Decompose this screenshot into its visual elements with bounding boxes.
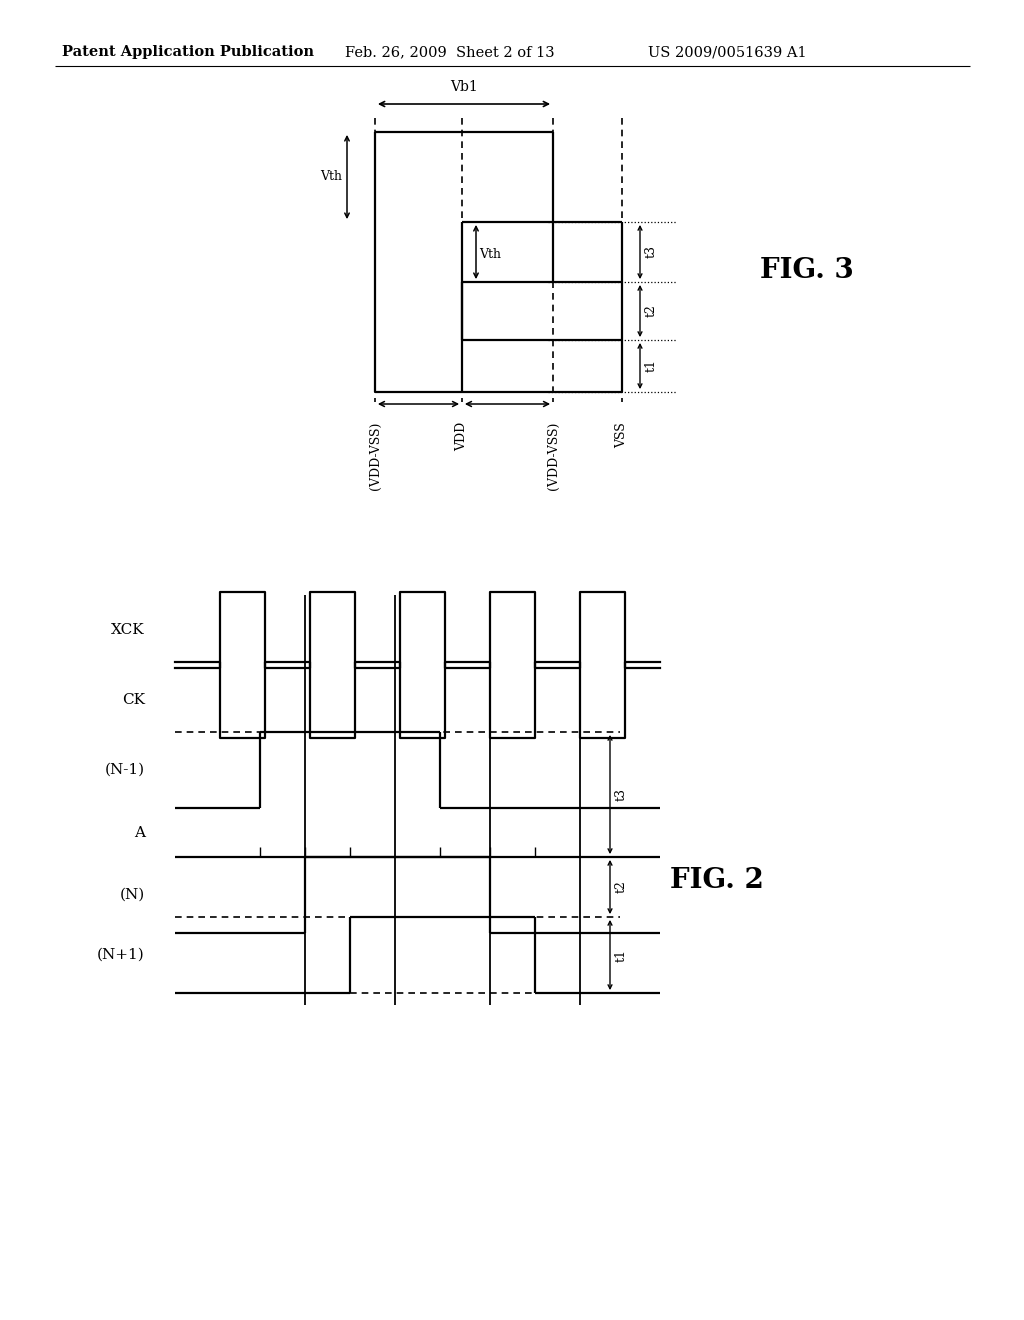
Text: t1: t1 bbox=[615, 949, 628, 961]
Text: Vb1: Vb1 bbox=[451, 81, 478, 94]
Text: Vth: Vth bbox=[319, 170, 342, 183]
Text: A: A bbox=[134, 826, 145, 840]
Text: (N-1): (N-1) bbox=[104, 763, 145, 777]
Text: t1: t1 bbox=[645, 359, 658, 372]
Text: t2: t2 bbox=[645, 305, 658, 317]
Text: Feb. 26, 2009  Sheet 2 of 13: Feb. 26, 2009 Sheet 2 of 13 bbox=[345, 45, 555, 59]
Text: t2: t2 bbox=[615, 880, 628, 894]
Text: XCK: XCK bbox=[112, 623, 145, 638]
Text: (VDD-VSS): (VDD-VSS) bbox=[547, 422, 559, 490]
Text: Vth: Vth bbox=[479, 248, 501, 260]
Text: FIG. 2: FIG. 2 bbox=[670, 866, 764, 894]
Text: CK: CK bbox=[122, 693, 145, 708]
Text: (N): (N) bbox=[120, 888, 145, 902]
Text: Patent Application Publication: Patent Application Publication bbox=[62, 45, 314, 59]
Text: t3: t3 bbox=[645, 246, 658, 259]
Text: VSS: VSS bbox=[615, 422, 629, 447]
Text: (N+1): (N+1) bbox=[97, 948, 145, 962]
Text: VDD: VDD bbox=[456, 422, 469, 451]
Text: t3: t3 bbox=[615, 788, 628, 801]
Text: FIG. 3: FIG. 3 bbox=[760, 256, 854, 284]
Text: US 2009/0051639 A1: US 2009/0051639 A1 bbox=[648, 45, 807, 59]
Text: (VDD-VSS): (VDD-VSS) bbox=[369, 422, 382, 490]
